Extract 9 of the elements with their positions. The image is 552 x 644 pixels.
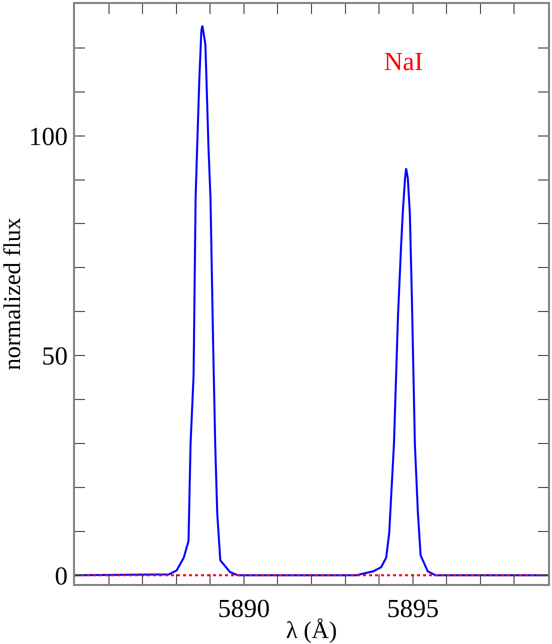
line-series	[75, 24, 548, 576]
y-tick-label: 0	[54, 561, 68, 590]
x-tick-label: 5890	[218, 594, 270, 624]
annotation: NaI	[384, 47, 423, 76]
x-axis-title: λ (Å)	[286, 618, 337, 644]
y-axis-title: normalized flux	[0, 218, 26, 370]
y-tick-label: 50	[42, 342, 68, 371]
y-tick-label: 100	[28, 122, 68, 151]
x-tick-label: 5895	[386, 594, 439, 624]
